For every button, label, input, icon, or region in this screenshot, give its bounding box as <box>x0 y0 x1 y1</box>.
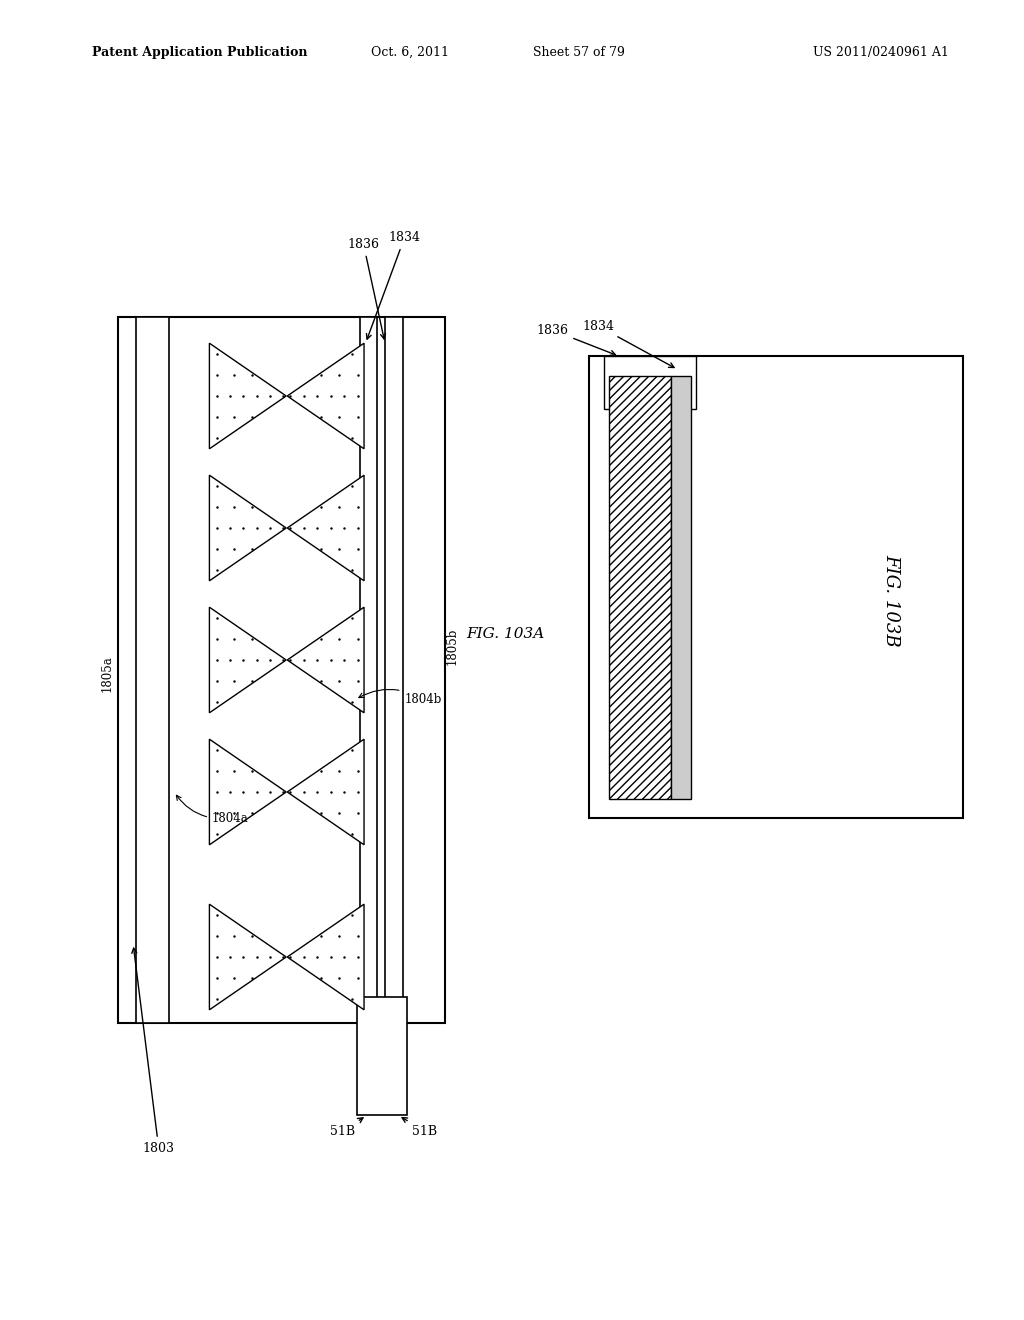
Text: 1834: 1834 <box>367 231 421 339</box>
Bar <box>360 317 377 1023</box>
Text: 1836: 1836 <box>347 238 385 339</box>
Bar <box>589 356 963 818</box>
Text: 1834: 1834 <box>583 319 674 367</box>
Text: 51B: 51B <box>331 1118 362 1138</box>
Text: 51B: 51B <box>402 1118 437 1138</box>
Polygon shape <box>209 904 286 1010</box>
Polygon shape <box>209 739 286 845</box>
Text: Oct. 6, 2011: Oct. 6, 2011 <box>371 46 449 59</box>
Polygon shape <box>287 739 365 845</box>
Bar <box>118 317 445 1023</box>
Polygon shape <box>209 607 286 713</box>
Bar <box>671 376 691 799</box>
Bar <box>136 317 169 1023</box>
Text: FIG. 103A: FIG. 103A <box>466 627 544 640</box>
Bar <box>604 356 696 409</box>
Text: 1803: 1803 <box>132 948 175 1155</box>
Text: 1805a: 1805a <box>101 655 114 692</box>
Text: 1804a: 1804a <box>176 795 249 825</box>
Text: 1805b: 1805b <box>445 628 459 665</box>
Text: 1804b: 1804b <box>358 689 441 706</box>
Polygon shape <box>209 343 286 449</box>
Bar <box>609 376 671 799</box>
Bar <box>385 317 403 1023</box>
Polygon shape <box>287 607 365 713</box>
Polygon shape <box>287 343 365 449</box>
Text: 1836: 1836 <box>537 323 615 355</box>
Text: Patent Application Publication: Patent Application Publication <box>92 46 307 59</box>
Polygon shape <box>209 475 286 581</box>
Polygon shape <box>287 475 365 581</box>
Text: FIG. 103B: FIG. 103B <box>882 554 900 647</box>
Polygon shape <box>287 904 365 1010</box>
Text: Sheet 57 of 79: Sheet 57 of 79 <box>532 46 625 59</box>
Bar <box>357 997 407 1115</box>
Text: US 2011/0240961 A1: US 2011/0240961 A1 <box>813 46 948 59</box>
